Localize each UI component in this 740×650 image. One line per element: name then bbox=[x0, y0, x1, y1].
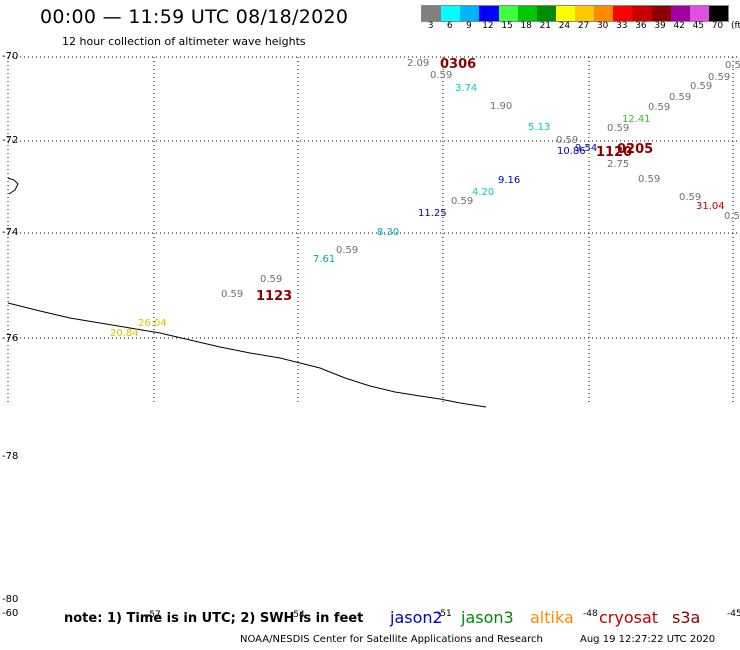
colorbar-tick-label: 18 bbox=[520, 21, 532, 31]
mission-jason2: jason2 bbox=[390, 608, 443, 627]
colorbar-tick-label: 15 bbox=[501, 21, 513, 31]
wave-height-label: 3.74 bbox=[455, 83, 478, 94]
mission-jason3: jason3 bbox=[461, 608, 514, 627]
wave-height-label: 7.61 bbox=[313, 254, 336, 265]
pass-time-label: 1120 bbox=[596, 145, 633, 160]
colorbar-swatch bbox=[613, 6, 633, 21]
lat-label: -72 bbox=[2, 135, 19, 146]
colorbar-tick-label: 45 bbox=[692, 21, 705, 31]
colorbar-swatch bbox=[422, 6, 442, 21]
colorbar-tick-label: 21 bbox=[539, 21, 552, 31]
colorbar-unit: (ft) bbox=[731, 21, 740, 31]
wave-height-label: 20.84 bbox=[110, 328, 139, 339]
wave-height-label: 0.59 bbox=[556, 135, 579, 146]
wave-height-colorbar bbox=[421, 5, 729, 22]
wave-height-label: 0.5 bbox=[724, 211, 740, 222]
coast-fragment bbox=[7, 177, 19, 195]
generated-timestamp: Aug 19 12:27:22 UTC 2020 bbox=[580, 634, 716, 645]
colorbar-tick-label: 33 bbox=[616, 21, 628, 31]
wave-height-label: 11.25 bbox=[418, 208, 447, 219]
colorbar-swatch bbox=[555, 6, 575, 21]
wave-height-label: 8.30 bbox=[377, 227, 400, 238]
footer-note: note: 1) Time is in UTC; 2) SWH is in fe… bbox=[64, 611, 364, 626]
colorbar-swatch bbox=[441, 6, 461, 21]
wave-height-label: 0.59 bbox=[336, 245, 359, 256]
wave-height-label: 0.59 bbox=[690, 81, 713, 92]
wave-height-label: 0.59 bbox=[430, 70, 453, 81]
lon-label: -57 bbox=[146, 610, 161, 620]
lat-label: -70 bbox=[2, 51, 19, 62]
wave-height-label: 0.59 bbox=[648, 102, 671, 113]
wave-height-label: 5.13 bbox=[528, 122, 551, 133]
pass-time-label: 0205 bbox=[617, 142, 654, 157]
credit-line: NOAA/NESDIS Center for Satellite Applica… bbox=[240, 634, 543, 645]
wave-height-label: 0.59 bbox=[669, 92, 692, 103]
colorbar-swatch bbox=[479, 6, 499, 21]
pass-time-label: 0306 bbox=[440, 57, 477, 72]
lat-label: -80 bbox=[2, 594, 19, 605]
wave-height-label: 0.59 bbox=[725, 60, 740, 71]
colorbar-tick-label: 24 bbox=[558, 21, 571, 31]
wave-height-label: 9.16 bbox=[498, 175, 521, 186]
mission-altika: altika bbox=[530, 608, 574, 627]
wave-height-label: 31.04 bbox=[696, 201, 725, 212]
colorbar-tick-label: 9 bbox=[465, 21, 472, 31]
colorbar-swatch bbox=[708, 6, 728, 21]
colorbar-tick-label: 36 bbox=[635, 21, 647, 31]
wave-height-label: 9.54 bbox=[575, 143, 598, 154]
colorbar-swatch bbox=[460, 6, 480, 21]
colorbar-labels: 3 6 9 12 15 18 21 24 27 30 33 36 39 42 45 70 bbox=[421, 21, 727, 33]
antarctic-coastline bbox=[7, 302, 487, 408]
map-subtitle: 12 hour collection of altimeter wave hei… bbox=[62, 35, 306, 48]
colorbar-tick-label: 12 bbox=[482, 21, 494, 31]
colorbar-tick-label: 6 bbox=[446, 21, 453, 31]
lat-label: -78 bbox=[2, 451, 19, 462]
lat-label: -74 bbox=[2, 227, 19, 238]
lon-label: -54 bbox=[290, 610, 305, 620]
map-title: 00:00 — 11:59 UTC 08/18/2020 bbox=[40, 6, 349, 28]
colorbar-swatch bbox=[632, 6, 652, 21]
colorbar-tick-label: 3 bbox=[427, 21, 434, 31]
mission-cryosat: cryosat bbox=[599, 608, 659, 627]
colorbar-swatch bbox=[689, 6, 709, 21]
wave-height-label: 0.59 bbox=[638, 174, 661, 185]
colorbar-swatch bbox=[594, 6, 614, 21]
lon-label: -48 bbox=[583, 609, 598, 619]
wave-height-label: 26.04 bbox=[138, 318, 167, 329]
colorbar-tick-label: 27 bbox=[577, 21, 590, 31]
wave-height-label: 0.59 bbox=[221, 289, 244, 300]
wave-height-label: 10.86 bbox=[557, 146, 586, 157]
wave-height-label: 1.90 bbox=[490, 101, 513, 112]
lat-label: -76 bbox=[2, 333, 19, 344]
colorbar-swatch bbox=[517, 6, 537, 21]
wave-height-label: 0.59 bbox=[679, 192, 702, 203]
colorbar-tick-label: 30 bbox=[596, 21, 609, 31]
wave-height-label: 0.59 bbox=[708, 72, 731, 83]
pass-time-label: 1123 bbox=[256, 289, 293, 304]
colorbar-tick-label: 39 bbox=[654, 21, 666, 31]
wave-height-label: 0.59 bbox=[451, 196, 474, 207]
colorbar-swatch bbox=[498, 6, 518, 21]
colorbar-tick-label: 70 bbox=[711, 21, 724, 31]
lat-label: -60 bbox=[2, 608, 19, 619]
colorbar-tick-label: 42 bbox=[673, 21, 685, 31]
wave-height-label: 12.41 bbox=[622, 114, 651, 125]
colorbar-swatch bbox=[651, 6, 671, 21]
graticule bbox=[7, 56, 740, 405]
lon-label: -51 bbox=[437, 609, 452, 619]
wave-height-label: 0.59 bbox=[260, 274, 283, 285]
lon-label: -45 bbox=[727, 609, 740, 619]
wave-height-label: 2.75 bbox=[607, 159, 630, 170]
wave-height-label: 0.59 bbox=[607, 123, 630, 134]
mission-s3a: s3a bbox=[672, 608, 701, 627]
colorbar-swatch bbox=[670, 6, 690, 21]
colorbar-swatch bbox=[536, 6, 556, 21]
wave-height-label: 4.20 bbox=[472, 187, 495, 198]
wave-height-label: 2.09 bbox=[407, 58, 430, 69]
colorbar-swatch bbox=[575, 6, 595, 21]
